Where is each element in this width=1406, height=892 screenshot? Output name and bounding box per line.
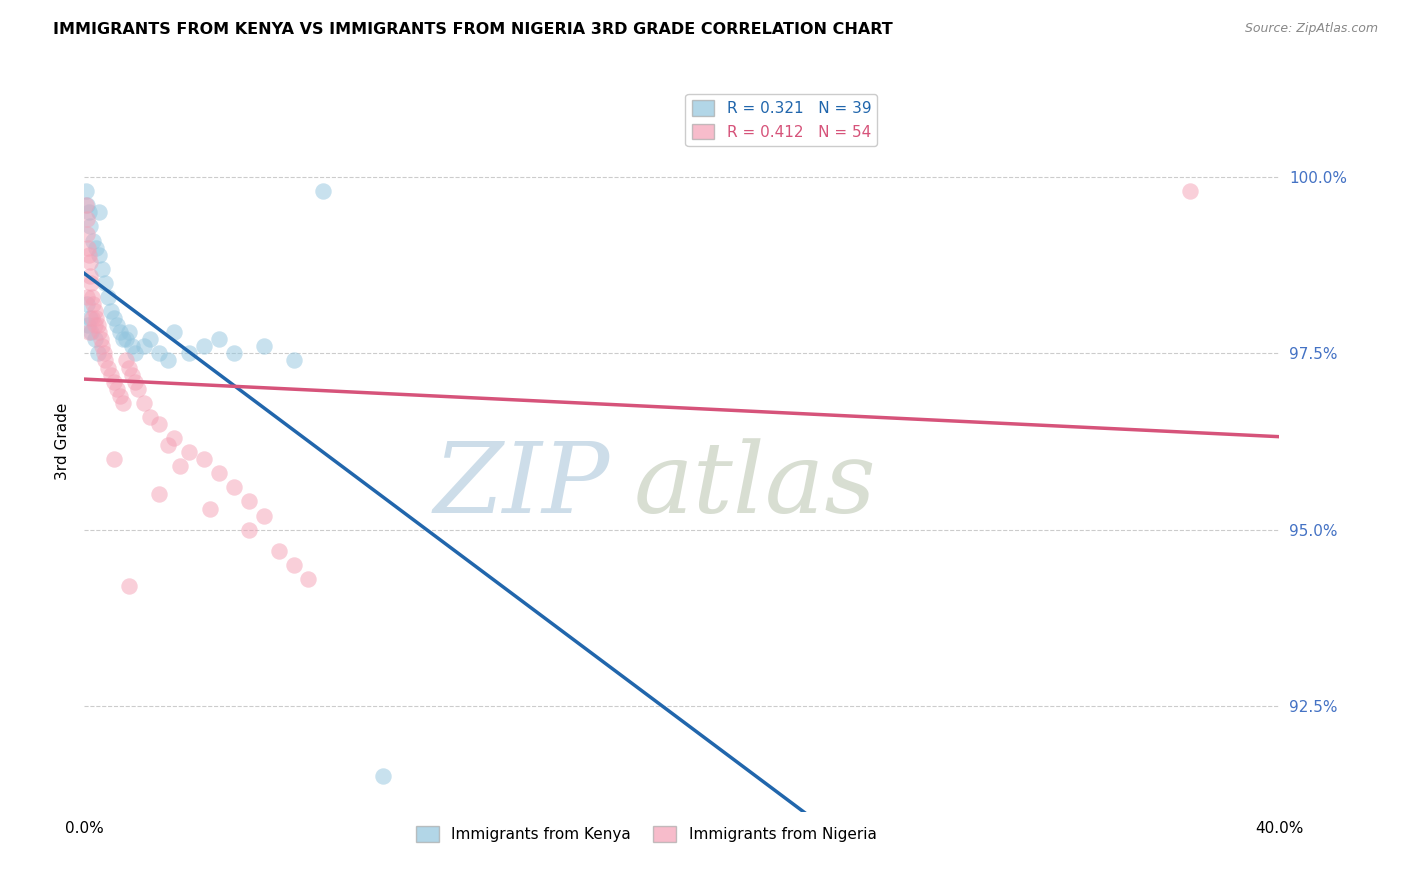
Point	[112, 396, 135, 410]
Point	[139, 332, 162, 346]
Point	[132, 396, 156, 410]
Point	[373, 769, 395, 783]
Point	[163, 431, 186, 445]
Point	[177, 445, 200, 459]
Point	[193, 339, 215, 353]
Point	[76, 297, 98, 311]
Point	[115, 353, 138, 368]
Point	[222, 346, 245, 360]
Point	[75, 198, 97, 212]
Point	[80, 276, 103, 290]
Point	[148, 417, 170, 431]
Point	[80, 311, 103, 326]
Point	[83, 304, 105, 318]
Point	[89, 205, 111, 219]
Point	[100, 304, 122, 318]
Point	[86, 241, 108, 255]
Point	[83, 332, 105, 346]
Point	[1178, 184, 1201, 198]
Point	[238, 523, 260, 537]
Point	[77, 318, 100, 333]
Point	[89, 248, 111, 262]
Point	[86, 311, 108, 326]
Point	[87, 346, 110, 360]
Point	[124, 346, 146, 360]
Point	[238, 494, 260, 508]
Point	[82, 234, 104, 248]
Point	[103, 311, 125, 326]
Point	[118, 325, 141, 339]
Point	[127, 382, 149, 396]
Point	[193, 452, 215, 467]
Point	[77, 241, 100, 255]
Point	[83, 318, 105, 333]
Point	[76, 227, 98, 241]
Point	[283, 558, 305, 572]
Point	[110, 389, 132, 403]
Point	[115, 332, 138, 346]
Point	[97, 290, 120, 304]
Point	[89, 325, 111, 339]
Point	[75, 184, 97, 198]
Text: IMMIGRANTS FROM KENYA VS IMMIGRANTS FROM NIGERIA 3RD GRADE CORRELATION CHART: IMMIGRANTS FROM KENYA VS IMMIGRANTS FROM…	[53, 22, 893, 37]
Point	[148, 346, 170, 360]
Text: ZIP: ZIP	[434, 438, 610, 533]
Point	[103, 375, 125, 389]
Point	[222, 480, 245, 494]
Point	[90, 332, 112, 346]
Point	[79, 219, 101, 234]
Point	[103, 452, 125, 467]
Point	[76, 198, 98, 212]
Point	[100, 368, 122, 382]
Point	[110, 325, 132, 339]
Point	[121, 339, 143, 353]
Point	[76, 290, 98, 304]
Point	[105, 382, 128, 396]
Point	[91, 261, 114, 276]
Point	[79, 254, 101, 268]
Point	[157, 438, 180, 452]
Point	[80, 325, 103, 339]
Point	[267, 544, 290, 558]
Text: atlas: atlas	[634, 438, 877, 533]
Point	[208, 332, 231, 346]
Point	[297, 572, 319, 586]
Y-axis label: 3rd Grade: 3rd Grade	[55, 403, 70, 480]
Point	[198, 501, 221, 516]
Point	[148, 487, 170, 501]
Point	[118, 579, 141, 593]
Point	[118, 360, 141, 375]
Point	[124, 375, 146, 389]
Point	[77, 205, 100, 219]
Point	[76, 212, 98, 227]
Point	[105, 318, 128, 333]
Point	[97, 360, 120, 375]
Point	[208, 467, 231, 481]
Point	[169, 459, 191, 474]
Point	[253, 508, 276, 523]
Point	[77, 248, 100, 262]
Point	[253, 339, 276, 353]
Point	[312, 184, 335, 198]
Point	[283, 353, 305, 368]
Legend: Immigrants from Kenya, Immigrants from Nigeria: Immigrants from Kenya, Immigrants from N…	[409, 821, 883, 848]
Point	[79, 268, 101, 283]
Point	[93, 346, 115, 360]
Point	[139, 409, 162, 424]
Point	[132, 339, 156, 353]
Point	[82, 297, 104, 311]
Point	[91, 339, 114, 353]
Point	[79, 311, 101, 326]
Text: Source: ZipAtlas.com: Source: ZipAtlas.com	[1244, 22, 1378, 36]
Point	[94, 353, 117, 368]
Point	[177, 346, 200, 360]
Point	[112, 332, 135, 346]
Point	[157, 353, 180, 368]
Point	[94, 276, 117, 290]
Point	[163, 325, 186, 339]
Point	[87, 318, 110, 333]
Point	[121, 368, 143, 382]
Point	[80, 290, 103, 304]
Point	[77, 325, 100, 339]
